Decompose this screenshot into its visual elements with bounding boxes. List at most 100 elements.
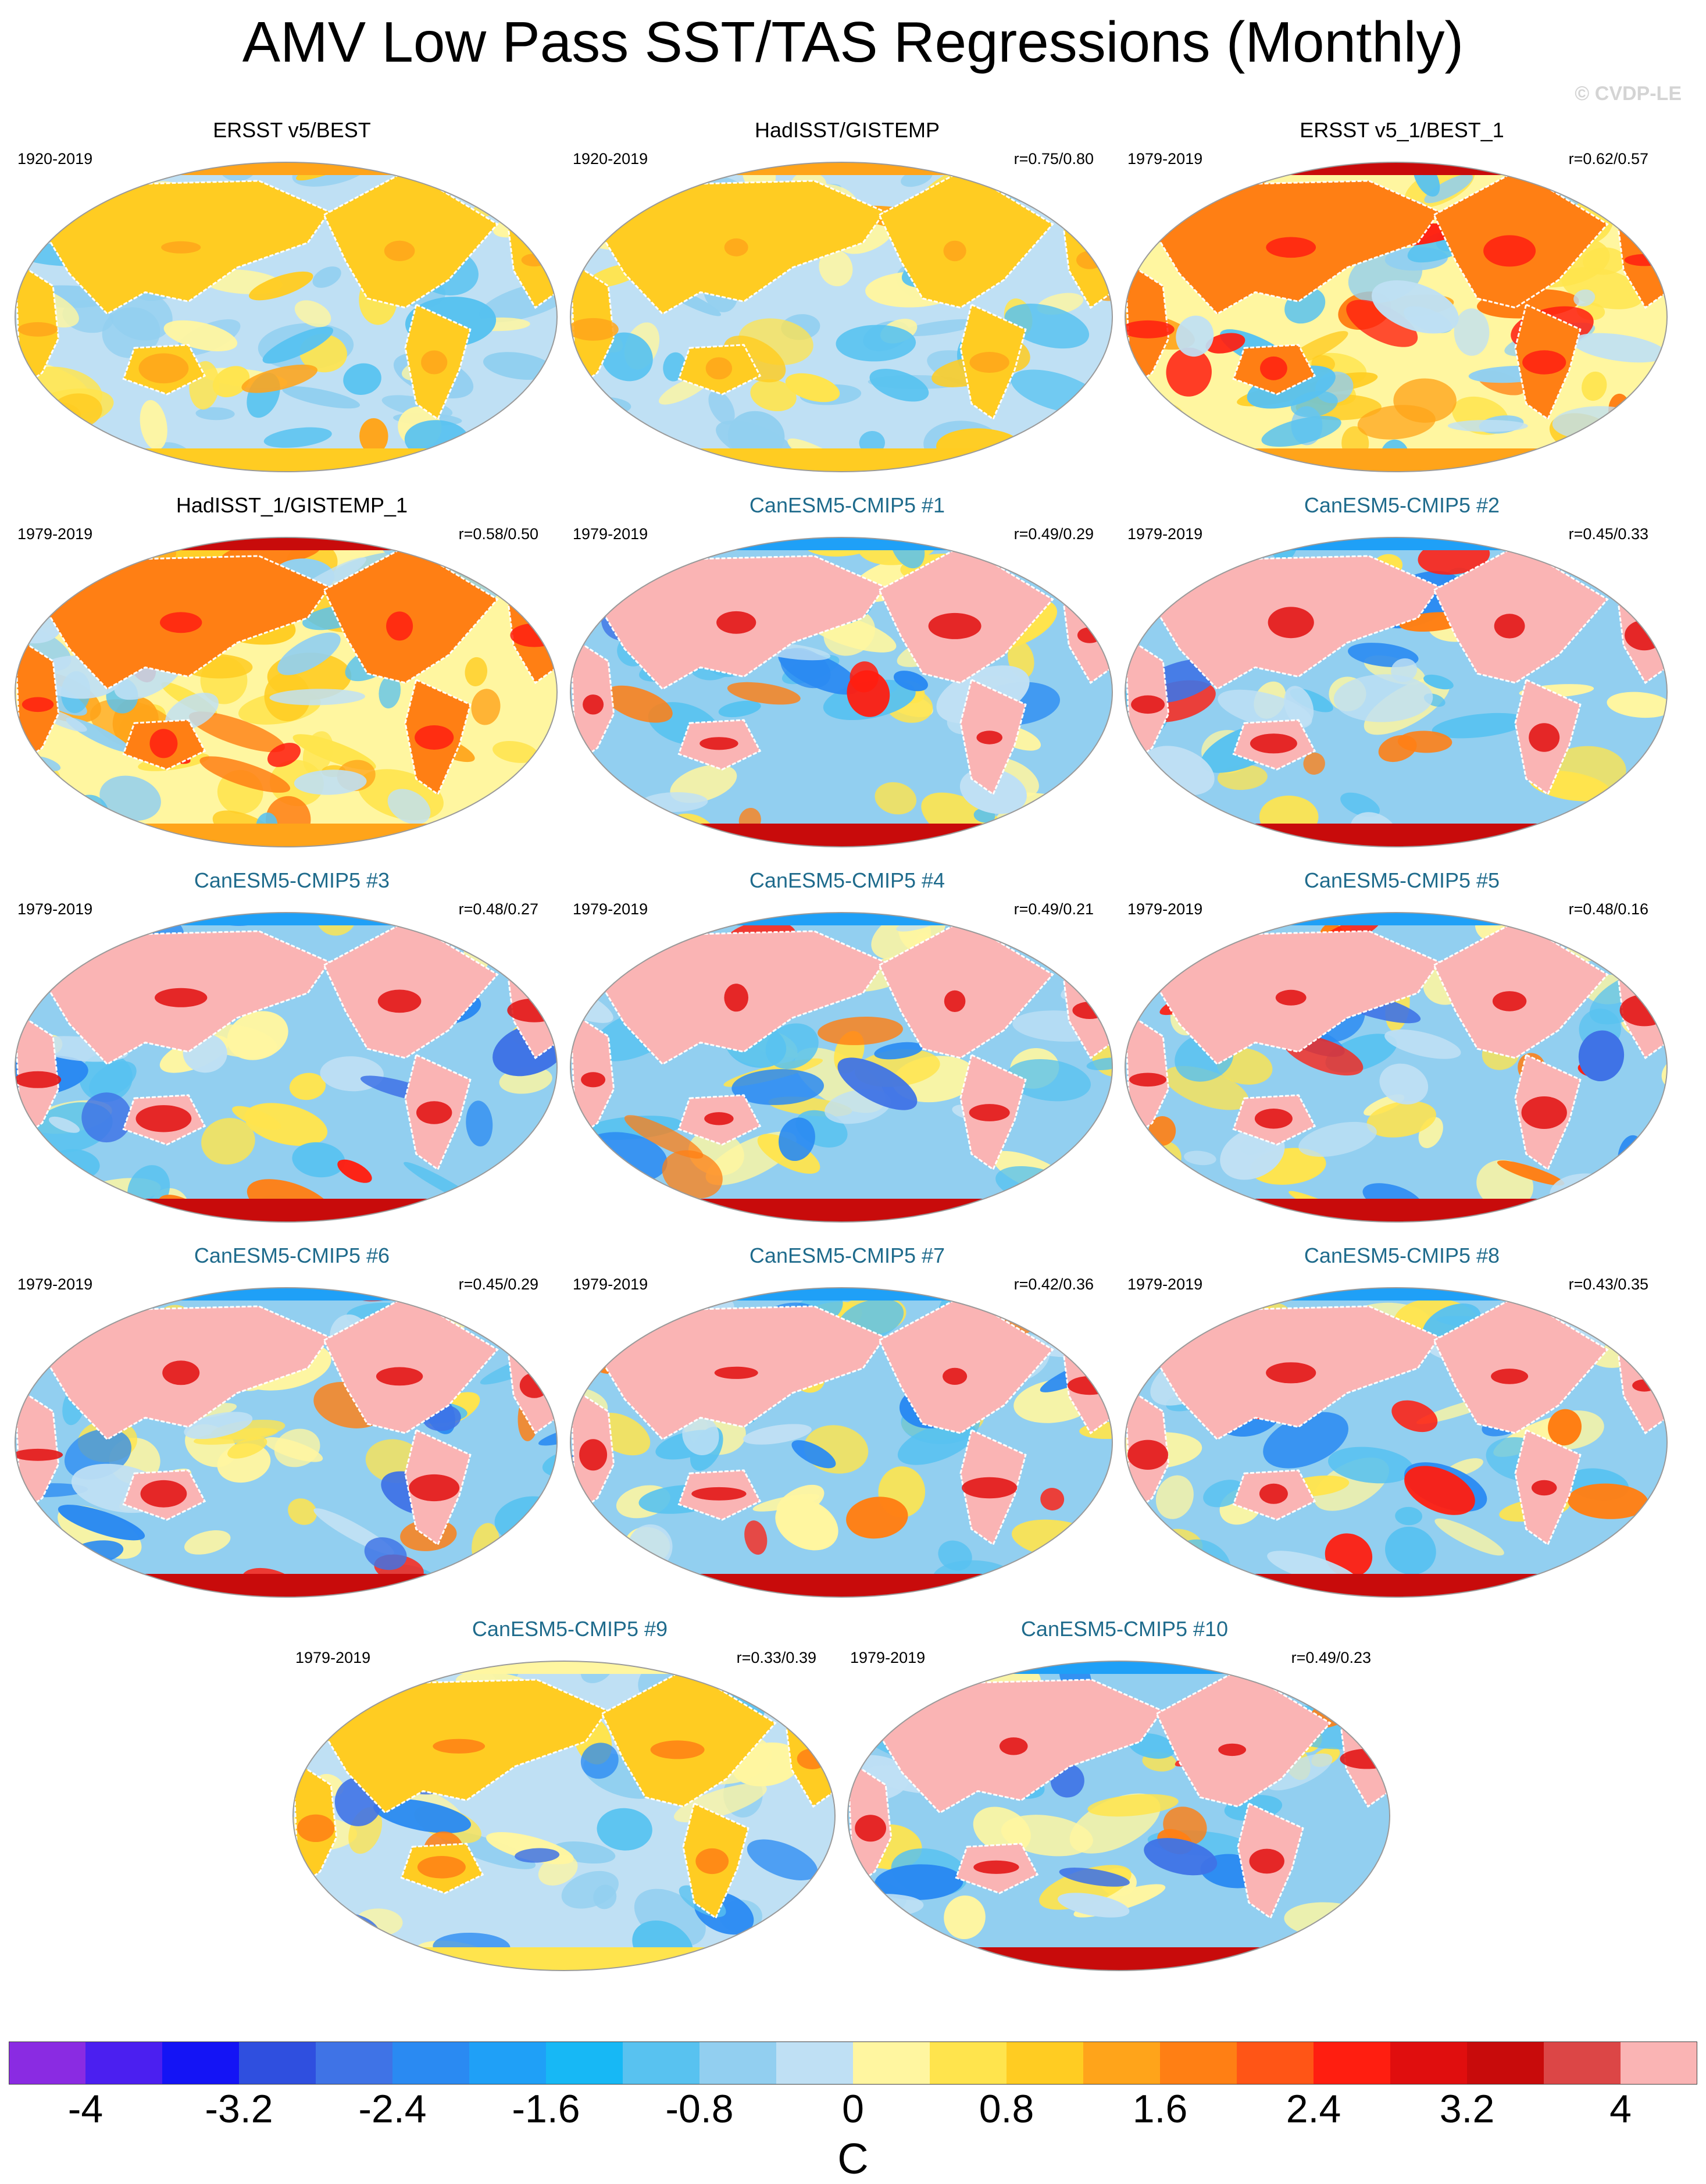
anomaly-patch [249, 271, 313, 301]
anomaly-patch [837, 1057, 918, 1110]
land-anomaly-patch [376, 1367, 423, 1386]
land-anomaly-patch [1250, 733, 1297, 754]
panel-years: 1979-2019 [17, 525, 93, 543]
land-anomaly-patch [1529, 723, 1560, 752]
land-anomaly-patch [386, 611, 413, 641]
map-outline [847, 1661, 1390, 1971]
anomaly-patch [330, 1661, 410, 1672]
land-anomaly-patch [724, 238, 748, 256]
anomaly-patch [1385, 1526, 1436, 1575]
anomaly-patch [438, 1596, 529, 1599]
panel-years: 1979-2019 [573, 525, 648, 543]
anomaly-patch [15, 446, 90, 472]
land-anomaly-patch [999, 1737, 1028, 1755]
anomaly-patch [1166, 347, 1212, 397]
anomaly-patch [15, 1289, 78, 1328]
anomaly-patch [1184, 1150, 1216, 1166]
panel-years: 1979-2019 [1127, 150, 1203, 168]
map-svg [1125, 1287, 1668, 1598]
anomaly-patch [81, 1092, 132, 1143]
land-anomaly-patch [1275, 989, 1307, 1006]
anomaly-patch [614, 180, 638, 205]
land-anomaly-patch [1131, 695, 1165, 714]
anomaly-patch [507, 162, 544, 176]
anomaly-patch [1572, 333, 1667, 363]
anomaly-patch [188, 711, 285, 753]
anomaly-patch [998, 537, 1088, 566]
anomaly-patch [1303, 752, 1325, 775]
land-anomaly-patch [943, 1367, 968, 1385]
anomaly-patch [846, 1497, 908, 1539]
anomaly-patch [1404, 1466, 1475, 1515]
anomaly-patch [1573, 289, 1596, 307]
anomaly-patch [708, 390, 735, 425]
anomaly-patch [1144, 1838, 1218, 1876]
anomaly-patch [912, 1661, 945, 1677]
anomaly-patch [1007, 1059, 1091, 1102]
land-anomaly-patch [510, 623, 557, 647]
land-anomaly-patch [507, 998, 557, 1022]
panel-title: CanESM5-CMIP5 #1 [749, 493, 945, 517]
anomaly-patch [1062, 1307, 1112, 1339]
anomaly-patch [759, 1936, 806, 1971]
panel-title: CanESM5-CMIP5 #10 [1020, 1617, 1229, 1641]
anomaly-patch [570, 975, 613, 1023]
land-anomaly-patch [1492, 991, 1527, 1011]
anomaly-patch [282, 386, 361, 409]
anomaly-patch [765, 1023, 819, 1070]
anomaly-patch [863, 1969, 942, 1973]
anomaly-patch [1086, 1057, 1112, 1071]
colorbar-swatch [853, 2042, 930, 2085]
map-outline [570, 912, 1113, 1223]
anomaly-patch [1125, 421, 1170, 463]
panel-correlation: r=0.33/0.39 [736, 1649, 816, 1666]
anomaly-patch [1340, 792, 1380, 817]
anomaly-patch [1125, 1580, 1159, 1597]
anomaly-patch [1395, 1506, 1423, 1526]
anomaly-patch [1326, 1661, 1390, 1663]
land-anomaly-patch [973, 1860, 1019, 1874]
anomaly-patch [294, 300, 331, 327]
antarctic-band [1125, 824, 1667, 847]
land-anomaly-patch [581, 1072, 606, 1088]
figure-title: AMV Low Pass SST/TAS Regressions (Monthl… [242, 10, 1464, 74]
anomaly-patch [1378, 735, 1417, 763]
anomaly-patch [775, 1498, 838, 1551]
antarctic-band [570, 824, 1112, 847]
anomaly-patch [570, 965, 593, 979]
map-field [1125, 913, 1667, 1222]
map-svg [570, 162, 1113, 472]
anomaly-patch [355, 1661, 430, 1685]
anomaly-patch [570, 1168, 640, 1208]
anomaly-patch [15, 1576, 93, 1597]
map-outline [292, 1661, 836, 1971]
panel-title: CanESM5-CMIP5 #8 [1304, 1244, 1500, 1267]
anomaly-patch [970, 1969, 1041, 1971]
anomaly-patch [570, 390, 588, 420]
land-anomaly-patch [704, 1112, 734, 1125]
land-anomaly-patch [140, 1480, 187, 1508]
anomaly-patch [267, 743, 301, 767]
anomaly-patch [570, 1194, 594, 1222]
land-anomaly-patch [22, 697, 54, 712]
land-anomaly-patch [570, 318, 619, 341]
colorbar-swatch [623, 2042, 700, 2085]
land-anomaly-patch [695, 1848, 729, 1875]
map-field [570, 537, 1112, 847]
anomaly-patch [778, 649, 860, 695]
map-outline [1125, 1287, 1668, 1598]
anomaly-patch [579, 963, 609, 988]
anomaly-patch [718, 700, 761, 718]
anomaly-patch [1384, 1029, 1461, 1059]
anomaly-patch [944, 1895, 986, 1939]
anomaly-patch [293, 1725, 302, 1754]
land-anomaly-patch [855, 1815, 886, 1842]
anomaly-patch [1570, 162, 1649, 196]
panel-years: 1979-2019 [1127, 900, 1203, 918]
colorbar-swatch [239, 2042, 316, 2085]
map-panel: CanESM5-CMIP5 #3 1979-2019 r=0.48/0.27 [13, 868, 571, 1230]
land-anomaly-patch [1129, 1073, 1167, 1087]
anomaly-patch [15, 978, 35, 1009]
map-panel: HadISST/GISTEMP 1920-2019 r=0.75/0.80 [568, 118, 1126, 480]
anomaly-patch [292, 1142, 345, 1178]
